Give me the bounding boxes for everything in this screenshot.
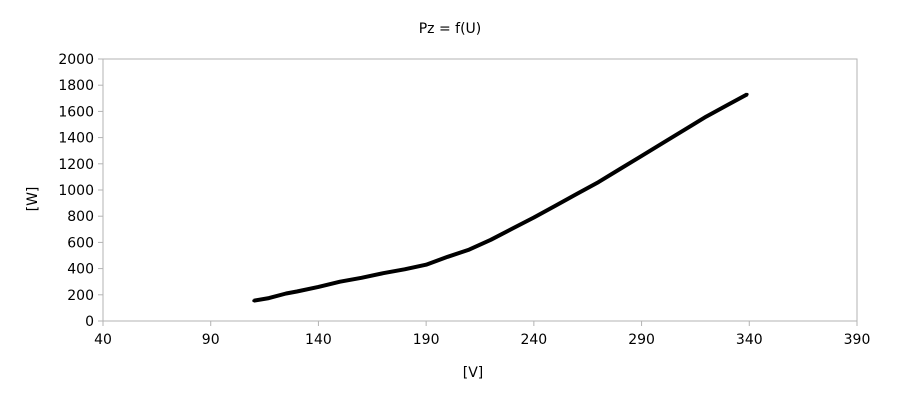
x-tick-label: 40: [94, 332, 112, 348]
x-axis-label: [V]: [463, 365, 484, 381]
y-tick-label: 1000: [58, 183, 94, 199]
data-point: [683, 128, 687, 132]
data-point: [661, 141, 665, 145]
y-tick-label: 1600: [58, 104, 94, 120]
y-axis-ticks: 0 200 400 600 800 1000 1200 1400 1600 1800 2000: [58, 52, 103, 330]
data-point: [618, 167, 622, 171]
x-tick-label: 90: [202, 332, 220, 348]
y-tick-label: 0: [85, 314, 94, 330]
x-tick-label: 290: [628, 332, 655, 348]
x-tick-label: 240: [520, 332, 547, 348]
data-point: [510, 227, 514, 231]
data-point: [403, 267, 407, 271]
y-tick-label: 2000: [58, 52, 94, 68]
data-point: [381, 271, 385, 275]
data-point: [295, 290, 299, 294]
data-point: [640, 154, 644, 158]
data-point: [596, 180, 600, 184]
data-point: [316, 285, 320, 289]
y-tick-label: 200: [67, 288, 94, 304]
data-point: [338, 280, 342, 284]
x-axis-ticks: 40 90 140 190 240 290 340 390: [94, 321, 870, 348]
y-tick-label: 1200: [58, 157, 94, 173]
x-tick-label: 190: [413, 332, 440, 348]
data-point: [467, 248, 471, 252]
data-point: [424, 263, 428, 267]
x-tick-label: 340: [736, 332, 763, 348]
y-tick-label: 1400: [58, 131, 94, 147]
y-tick-label: 400: [67, 262, 94, 278]
series-layer: [252, 92, 749, 303]
data-point: [252, 299, 256, 303]
x-tick-label: 390: [844, 332, 871, 348]
data-point: [489, 238, 493, 242]
data-point: [575, 192, 579, 196]
data-point: [704, 115, 708, 119]
data-point: [745, 92, 749, 96]
y-axis-label: [W]: [25, 187, 41, 212]
y-tick-label: 800: [67, 209, 94, 225]
data-point: [726, 103, 730, 107]
x-tick-label: 140: [305, 332, 332, 348]
y-tick-label: 600: [67, 235, 94, 251]
y-tick-label: 1800: [58, 78, 94, 94]
data-point: [446, 255, 450, 259]
data-point: [284, 291, 288, 295]
data-point: [267, 296, 271, 300]
chart-title: Pz = f(U): [419, 21, 482, 37]
data-point: [532, 216, 536, 220]
data-point: [360, 276, 364, 280]
data-point: [553, 204, 557, 208]
